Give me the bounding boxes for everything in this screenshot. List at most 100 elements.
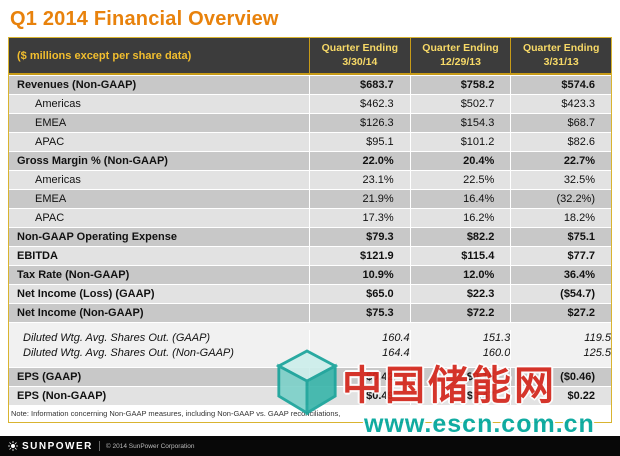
row-value: 16.4% bbox=[409, 190, 511, 209]
row-value: 12.0% bbox=[409, 266, 511, 285]
row-value: 22.5% bbox=[409, 171, 511, 190]
escn-cube-logo bbox=[276, 349, 338, 416]
header-col-date: 12/29/13 bbox=[440, 55, 481, 68]
row-value: $0.15 bbox=[409, 368, 511, 387]
row-label: Net Income (Loss) (GAAP) bbox=[17, 288, 155, 301]
row-label: Revenues (Non-GAAP) bbox=[17, 79, 137, 92]
header-col-date: 3/31/13 bbox=[543, 55, 579, 68]
table-row: Americas 23.1% 22.5% 32.5% bbox=[9, 170, 611, 190]
table-row: EMEA 21.9% 16.4% (32.2%) bbox=[9, 189, 611, 209]
table-row: APAC $95.1 $101.2 $82.6 bbox=[9, 132, 611, 152]
row-value: $683.7 bbox=[309, 76, 410, 95]
row-value: 23.1% bbox=[309, 171, 410, 190]
watermark: 中国储能网 www.escn.com.cn bbox=[276, 348, 595, 439]
row-value: $0.22 bbox=[510, 387, 611, 406]
table-row: Diluted Wtg. Avg. Shares Out. (GAAP) 160.… bbox=[9, 322, 611, 346]
row-value: $65.0 bbox=[309, 285, 410, 304]
header-col-line1: Quarter Ending bbox=[321, 42, 399, 54]
row-label: Diluted Wtg. Avg. Shares Out. (Non-GAAP) bbox=[23, 346, 234, 359]
row-label: Americas bbox=[35, 174, 81, 187]
table-row: Americas $462.3 $502.7 $423.3 bbox=[9, 94, 611, 114]
row-value: $75.3 bbox=[309, 304, 410, 323]
row-value: 22.0% bbox=[309, 152, 410, 171]
table-body: Revenues (Non-GAAP) $683.7 $758.2 $574.6 Ame… bbox=[9, 75, 611, 406]
row-label: EBITDA bbox=[17, 250, 58, 263]
row-label: Americas bbox=[35, 98, 81, 111]
header-col-date: 3/30/14 bbox=[342, 55, 378, 68]
row-value: 160.4 bbox=[309, 330, 410, 346]
row-value: 32.5% bbox=[510, 171, 611, 190]
row-value: 16.2% bbox=[409, 209, 511, 228]
header-col-line1: Quarter Ending bbox=[422, 42, 499, 54]
header-col-line1: Quarter Ending bbox=[522, 42, 600, 54]
row-value: 10.9% bbox=[309, 266, 410, 285]
table-header-label: ($ millions except per share data) bbox=[17, 49, 192, 62]
table-row: Revenues (Non-GAAP) $683.7 $758.2 $574.6 bbox=[9, 75, 611, 95]
table-row: Tax Rate (Non-GAAP) 10.9% 12.0% 36.4% bbox=[9, 265, 611, 285]
row-value: $574.6 bbox=[510, 76, 611, 95]
row-value: $95.1 bbox=[309, 133, 410, 152]
row-value: $68.7 bbox=[510, 114, 611, 133]
row-value: 160.0 bbox=[409, 345, 510, 361]
row-value: $758.2 bbox=[409, 76, 511, 95]
row-value: (32.2%) bbox=[510, 190, 611, 209]
row-value: 18.2% bbox=[510, 209, 611, 228]
watermark-row: 中国储能网 bbox=[276, 348, 595, 416]
row-value: 125.5 bbox=[510, 345, 611, 361]
table-row: Net Income (Loss) (GAAP) $65.0 $22.3 ($54.7… bbox=[9, 284, 611, 304]
row-value: 21.9% bbox=[309, 190, 410, 209]
table-header-col-3: Quarter Ending 3/31/13 bbox=[510, 38, 611, 74]
footer-bar: SUNPOWER © 2014 SunPower Corporation bbox=[0, 436, 620, 456]
row-value: 20.4% bbox=[409, 152, 511, 171]
table-row: APAC 17.3% 16.2% 18.2% bbox=[9, 208, 611, 228]
row-value: $82.6 bbox=[510, 133, 611, 152]
row-value: $154.3 bbox=[409, 114, 511, 133]
sunpower-logo: SUNPOWER bbox=[8, 441, 93, 452]
watermark-site-name: 中国储能网 bbox=[342, 364, 557, 408]
table-header: ($ millions except per share data) Quart… bbox=[9, 38, 611, 76]
table-row: EMEA $126.3 $154.3 $68.7 bbox=[9, 113, 611, 133]
row-label: EPS (Non-GAAP) bbox=[17, 390, 107, 403]
row-value: $126.3 bbox=[309, 114, 410, 133]
row-label: Diluted Wtg. Avg. Shares Out. (GAAP) bbox=[23, 331, 211, 344]
watermark-url: www.escn.com.cn bbox=[364, 410, 595, 438]
footer-divider bbox=[98, 441, 100, 451]
row-label: EMEA bbox=[35, 117, 67, 130]
row-value: $72.2 bbox=[409, 304, 511, 323]
row-value: $27.2 bbox=[510, 304, 611, 323]
row-value: 22.7% bbox=[510, 152, 611, 171]
row-value: $82.2 bbox=[409, 228, 511, 247]
row-value: $77.7 bbox=[510, 247, 611, 266]
row-value: $79.3 bbox=[309, 228, 410, 247]
table-row: EBITDA $121.9 $115.4 $77.7 bbox=[9, 246, 611, 266]
table-row: Non-GAAP Operating Expense $79.3 $82.2 $75.… bbox=[9, 227, 611, 247]
table-header-col-1: Quarter Ending 3/30/14 bbox=[309, 38, 410, 74]
row-label: Net Income (Non-GAAP) bbox=[17, 307, 144, 320]
table-header-col-2: Quarter Ending 12/29/13 bbox=[409, 38, 511, 74]
row-label: Non-GAAP Operating Expense bbox=[17, 231, 177, 244]
row-label: APAC bbox=[35, 212, 65, 225]
table-row: Gross Margin % (Non-GAAP) 22.0% 20.4% 22.7% bbox=[9, 151, 611, 171]
page-title: Q1 2014 Financial Overview bbox=[10, 8, 279, 30]
row-value: $462.3 bbox=[309, 95, 410, 114]
row-label: APAC bbox=[35, 136, 65, 149]
row-value: $121.9 bbox=[309, 247, 410, 266]
row-label: EPS (GAAP) bbox=[17, 371, 82, 384]
footnote: Note: Information concerning Non-GAAP me… bbox=[9, 405, 611, 423]
row-value: $0.47 bbox=[409, 387, 511, 406]
row-value: 151.3 bbox=[409, 330, 510, 346]
table-row: Net Income (Non-GAAP) $75.3 $72.2 $27.2 bbox=[9, 303, 611, 323]
row-value: $502.7 bbox=[409, 95, 511, 114]
row-value: 36.4% bbox=[510, 266, 611, 285]
row-value: 119.5 bbox=[510, 330, 611, 346]
row-value: 17.3% bbox=[309, 209, 410, 228]
copyright-text: © 2014 SunPower Corporation bbox=[105, 442, 195, 450]
sun-icon bbox=[8, 441, 18, 451]
financial-table: ($ millions except per share data) Quart… bbox=[8, 37, 612, 424]
row-value: $75.1 bbox=[510, 228, 611, 247]
row-label: EMEA bbox=[35, 193, 67, 206]
row-value: $423.3 bbox=[510, 95, 611, 114]
row-value: $101.2 bbox=[409, 133, 511, 152]
row-label: Gross Margin % (Non-GAAP) bbox=[17, 155, 168, 168]
